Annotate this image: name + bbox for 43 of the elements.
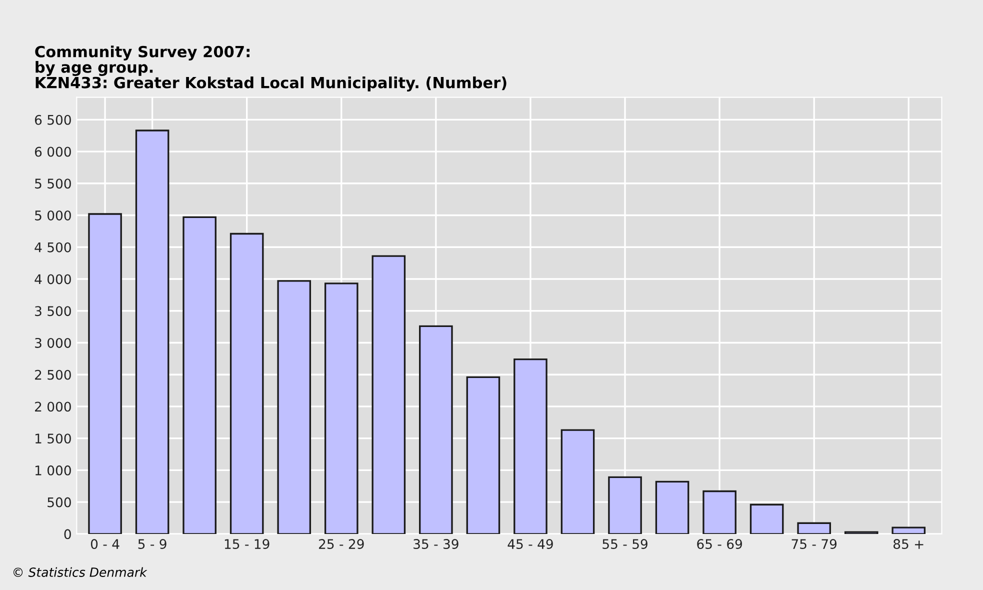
bar (514, 358, 548, 534)
bar (324, 282, 358, 534)
bar (655, 480, 690, 534)
bar (277, 280, 312, 534)
x-tick-label: 75 - 79 (792, 539, 837, 550)
chart-title: Community Survey 2007: by age group. KZN433: Greater Kokstad Local Municipality. (Number) (35, 46, 506, 92)
bar (372, 255, 406, 534)
bar (750, 504, 784, 534)
y-tick-label: 4 000 (34, 274, 71, 284)
y-tick-label: 4 500 (34, 242, 71, 252)
y-tick-label: 6 000 (34, 146, 71, 157)
y-tick-label: 3 500 (35, 306, 71, 316)
bar (797, 522, 831, 534)
bar (466, 376, 500, 534)
y-tick-label: 1 500 (35, 434, 71, 444)
x-tick-label: 55 - 59 (602, 539, 648, 550)
bar (560, 429, 595, 534)
x-tick-label: 25 - 29 (318, 539, 364, 550)
bar (135, 130, 170, 534)
y-tick-label: 0 (64, 529, 71, 540)
x-tick-label: 35 - 39 (414, 539, 458, 550)
x-tick-label: 65 - 69 (697, 539, 742, 550)
bar (88, 213, 122, 534)
bar (702, 490, 736, 534)
x-tick-label: 45 - 49 (508, 539, 553, 550)
x-tick-label: 15 - 19 (224, 539, 270, 550)
bar (230, 232, 264, 534)
y-tick-label: 2 500 (35, 370, 71, 380)
y-tick-label: 500 (48, 497, 71, 508)
y-tick-label: 5 000 (35, 210, 71, 220)
bar (182, 216, 216, 534)
bar (608, 476, 642, 534)
bar (892, 526, 926, 534)
x-tick-label: 0 - 4 (90, 539, 120, 550)
y-tick-label: 6 500 (34, 114, 71, 125)
y-tick-label: 5 500 (35, 178, 71, 189)
bar (419, 325, 453, 534)
text: © Statistics Denmark (14, 567, 148, 577)
x-tick-label: 5 - 9 (138, 539, 166, 550)
x-tick-label: 85 + (894, 539, 924, 550)
y-tick-label: 1 000 (35, 465, 71, 476)
y-tick-label: 2 000 (35, 402, 71, 412)
y-tick-label: 3 000 (35, 338, 71, 348)
